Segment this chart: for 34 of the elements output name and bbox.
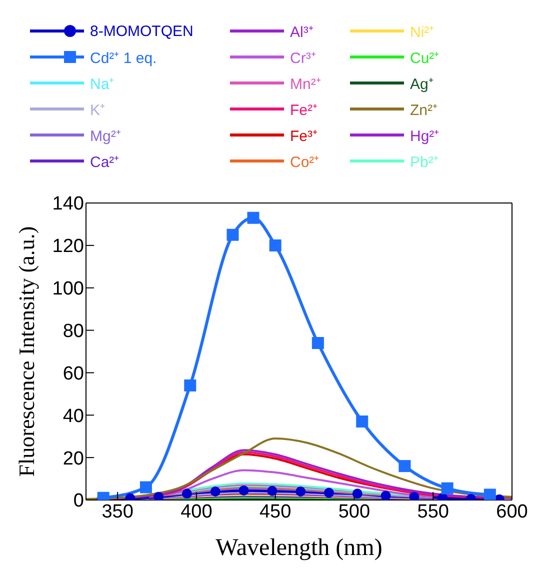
legend-label: Hg²⁺ — [410, 127, 440, 145]
legend-label: Cu²⁺ — [410, 49, 440, 67]
y-tick-label: 20 — [62, 448, 84, 470]
legend-label: Mg²⁺ — [90, 127, 121, 145]
y-tick-label: 140 — [52, 194, 84, 215]
y-tick-label: 40 — [62, 406, 84, 427]
y-tick-label: 100 — [52, 278, 84, 300]
x-tick-label: 500 — [338, 501, 370, 522]
x-tick-label: 400 — [180, 501, 212, 522]
legend-label: Ag⁺ — [410, 75, 434, 93]
y-tick-label: 80 — [62, 321, 84, 342]
legend-label: Al³⁺ — [290, 23, 314, 41]
legend-label: Fe²⁺ — [290, 101, 318, 119]
x-axis-title: Wavelength (nm) — [216, 535, 382, 561]
x-tick-label: 600 — [496, 501, 528, 522]
legend-label: Pb²⁺ — [410, 153, 438, 171]
legend-label: Na⁺ — [90, 75, 114, 93]
legend-label: Cr³⁺ — [290, 49, 316, 67]
x-tick-label: 350 — [102, 501, 134, 522]
x-tick-label: 450 — [259, 501, 292, 522]
y-tick-label: 0 — [73, 490, 84, 512]
y-axis-title: Fluorescence Intensity (a.u.) — [14, 226, 39, 477]
y-tick-label: 60 — [62, 363, 84, 384]
legend-label: Zn²⁺ — [410, 101, 438, 119]
legend-label: Co²⁺ — [290, 153, 320, 171]
legend-label: Ni²⁺ — [410, 23, 434, 41]
legend-label: Fe³⁺ — [290, 127, 318, 145]
y-tick-label: 120 — [52, 236, 84, 258]
legend-label: Cd²⁺ 1 eq. — [90, 49, 157, 67]
legend-label: Mn²⁺ — [290, 75, 321, 93]
legend-label: 8-MOMOTQEN — [90, 22, 194, 40]
legend-label: Ca²⁺ — [90, 153, 120, 171]
legend-label: K⁺ — [90, 101, 106, 119]
x-tick-label: 550 — [417, 501, 449, 522]
